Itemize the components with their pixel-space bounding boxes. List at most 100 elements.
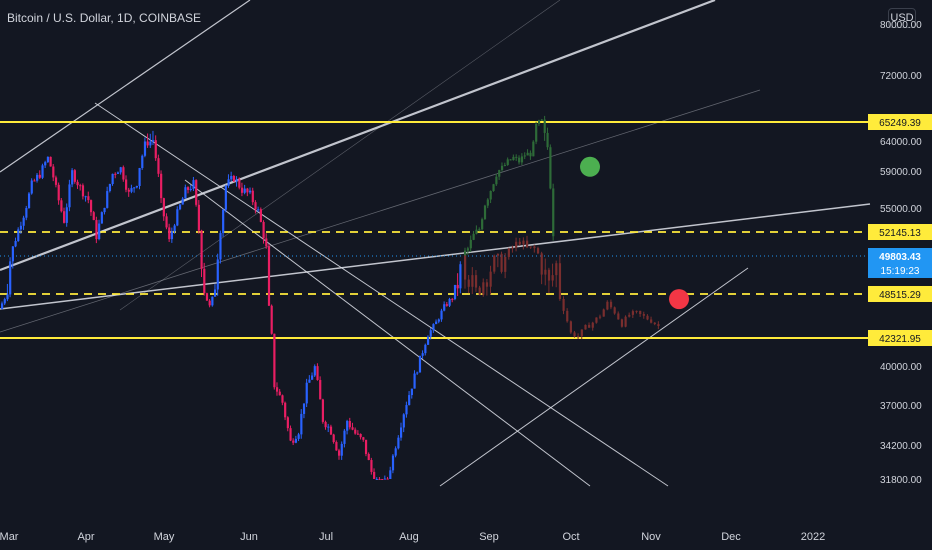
green-dot (580, 156, 600, 177)
price-level-label: 65249.39 (879, 118, 921, 129)
candle (38, 174, 41, 178)
candle (459, 264, 462, 289)
candle (518, 241, 521, 245)
candle (399, 427, 403, 438)
candle (149, 141, 152, 146)
candle (367, 453, 370, 461)
candle (154, 140, 157, 159)
candle (222, 209, 225, 234)
candle (402, 414, 405, 428)
candle (609, 301, 613, 308)
candle (178, 204, 182, 210)
candle (475, 229, 478, 234)
candle (474, 275, 478, 288)
candle (657, 324, 660, 327)
candle (160, 173, 163, 199)
candle (46, 156, 50, 163)
candle (170, 231, 174, 240)
candle (292, 440, 295, 443)
x-tick-label: Mar (0, 531, 19, 543)
candle (536, 248, 540, 254)
candle (106, 191, 109, 208)
candle (200, 230, 203, 269)
candle (103, 207, 106, 213)
candle (386, 478, 389, 480)
candle (257, 209, 260, 211)
y-tick-label: 80000.00 (880, 20, 922, 31)
candle (151, 140, 155, 142)
candle (558, 263, 562, 299)
candle (208, 300, 211, 306)
candle (577, 336, 580, 338)
candle (500, 253, 503, 272)
candle (108, 184, 112, 192)
candle (44, 162, 47, 166)
candle (116, 172, 120, 174)
candle (506, 159, 509, 165)
candle (14, 240, 17, 247)
candle (451, 298, 454, 300)
candle (456, 284, 459, 289)
x-tick-label: 2022 (801, 531, 825, 543)
currency-button[interactable]: USD (888, 8, 916, 28)
y-tick-label: 64000.00 (880, 137, 922, 148)
candle (240, 187, 244, 193)
price-level-tag (868, 113, 932, 130)
candle (646, 315, 649, 320)
candle (143, 141, 147, 156)
candle (305, 382, 308, 404)
candle (189, 188, 192, 190)
candle (135, 186, 138, 188)
candle (297, 434, 300, 439)
candle (3, 299, 6, 304)
trend-line (0, 0, 716, 272)
candle (464, 250, 467, 257)
candle (254, 202, 257, 210)
candle (489, 190, 492, 200)
candle (130, 188, 133, 192)
candle (515, 156, 518, 158)
candle (482, 282, 485, 295)
last-price-label: 49803.43 (879, 252, 921, 263)
candle (205, 293, 209, 301)
candle (389, 470, 392, 479)
trend-line (439, 267, 749, 487)
candle (598, 316, 602, 318)
candle (617, 313, 620, 320)
candle (503, 164, 507, 166)
candle (63, 211, 66, 223)
candle (532, 141, 535, 157)
candle (466, 248, 470, 251)
candle (60, 200, 63, 212)
x-tick-label: Oct (562, 531, 579, 543)
candle (343, 430, 346, 444)
candle (500, 165, 504, 171)
candle (467, 279, 470, 287)
candle (492, 184, 495, 191)
candle (216, 259, 219, 290)
candle (270, 305, 273, 334)
candle (489, 271, 492, 287)
candle (316, 366, 319, 381)
candle (27, 193, 31, 209)
x-tick-label: Dec (721, 531, 741, 543)
candle (1, 303, 4, 310)
candle (478, 229, 481, 231)
candle (544, 269, 547, 275)
candle (405, 405, 408, 415)
price-level-label: 52145.13 (879, 228, 921, 239)
candle (509, 159, 512, 161)
candle (340, 443, 343, 456)
y-tick-label: 72000.00 (880, 71, 922, 82)
candle (332, 434, 335, 443)
y-tick-label: 55000.00 (880, 204, 922, 215)
candle (36, 174, 39, 181)
candle (359, 433, 362, 438)
candle (631, 311, 635, 315)
candle (635, 310, 638, 312)
candle (230, 175, 233, 180)
candle (235, 179, 238, 182)
candle (187, 187, 190, 190)
candle (495, 176, 498, 185)
